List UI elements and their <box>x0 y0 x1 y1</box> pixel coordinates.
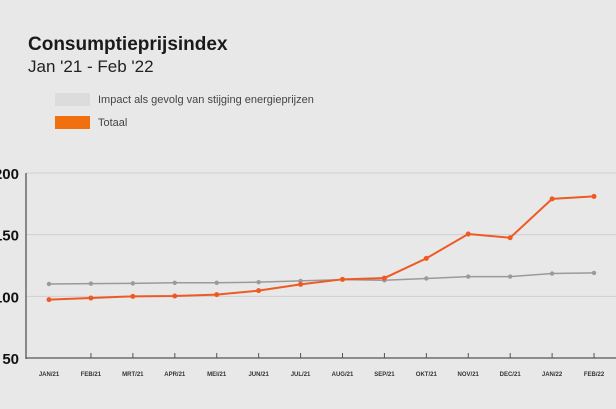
x-tick-label: JUL/21 <box>291 372 311 378</box>
y-tick-label-150: 150 <box>0 228 19 245</box>
data-point-impact <box>591 270 597 276</box>
y-tick-label-200: 200 <box>0 166 19 183</box>
data-point-totaal <box>88 295 94 301</box>
chart-title: Consumptieprijsindex <box>28 34 228 55</box>
y-tick-label-50: 50 <box>2 351 19 368</box>
data-point-totaal <box>256 288 262 294</box>
x-tick-label: SEP/21 <box>374 372 395 378</box>
data-point-impact <box>256 279 261 285</box>
x-tick-label: MEI/21 <box>207 372 227 378</box>
x-tick-label: JAN/21 <box>39 372 60 378</box>
legend-item-impact: Impact als gevolg van stijging energiepr… <box>55 93 314 106</box>
data-point-impact <box>466 274 471 279</box>
data-point-impact <box>88 281 94 286</box>
data-point-totaal <box>507 235 513 241</box>
data-point-impact <box>46 281 52 287</box>
legend-swatch-totaal <box>55 116 90 129</box>
legend-item-totaal: Totaal <box>55 116 127 129</box>
x-tick-label: JAN/22 <box>542 372 563 378</box>
data-point-totaal <box>591 193 597 199</box>
data-point-totaal <box>172 293 178 299</box>
data-point-impact <box>549 271 555 276</box>
data-point-totaal <box>549 196 555 202</box>
y-tick-label-100: 100 <box>0 289 19 306</box>
data-point-impact <box>424 276 429 281</box>
legend-label-totaal: Totaal <box>98 116 128 129</box>
data-point-impact <box>507 274 513 279</box>
x-tick-label: DEC/21 <box>500 372 522 378</box>
x-tick-label: FEB/22 <box>584 372 605 378</box>
legend-label-impact: Impact als gevolg van stijging energiepr… <box>98 93 314 106</box>
data-point-totaal <box>298 281 304 287</box>
data-point-totaal <box>465 231 471 237</box>
legend-swatch-impact <box>55 93 90 106</box>
series-line-impact <box>48 272 595 285</box>
x-tick-label: MRT/21 <box>122 372 144 378</box>
data-point-totaal <box>46 297 52 303</box>
data-point-impact <box>214 280 219 285</box>
x-tick-label: OKT/21 <box>416 372 438 378</box>
x-tick-label: FEB/21 <box>81 372 102 378</box>
data-point-impact <box>130 281 136 286</box>
chart-subtitle: Jan '21 - Feb '22 <box>28 57 154 76</box>
data-point-impact <box>172 280 177 285</box>
x-tick-label: JUN/21 <box>248 372 269 378</box>
data-point-impact <box>298 278 303 284</box>
data-point-totaal <box>214 292 220 298</box>
x-tick-label: NOV/21 <box>458 372 480 378</box>
data-point-totaal <box>339 276 345 282</box>
data-point-totaal <box>381 275 387 281</box>
series-line-totaal <box>48 195 595 301</box>
x-tick-label: AUG/21 <box>332 372 354 378</box>
x-tick-label: APR/21 <box>164 372 186 378</box>
data-point-totaal <box>130 293 136 299</box>
data-point-totaal <box>423 255 429 261</box>
